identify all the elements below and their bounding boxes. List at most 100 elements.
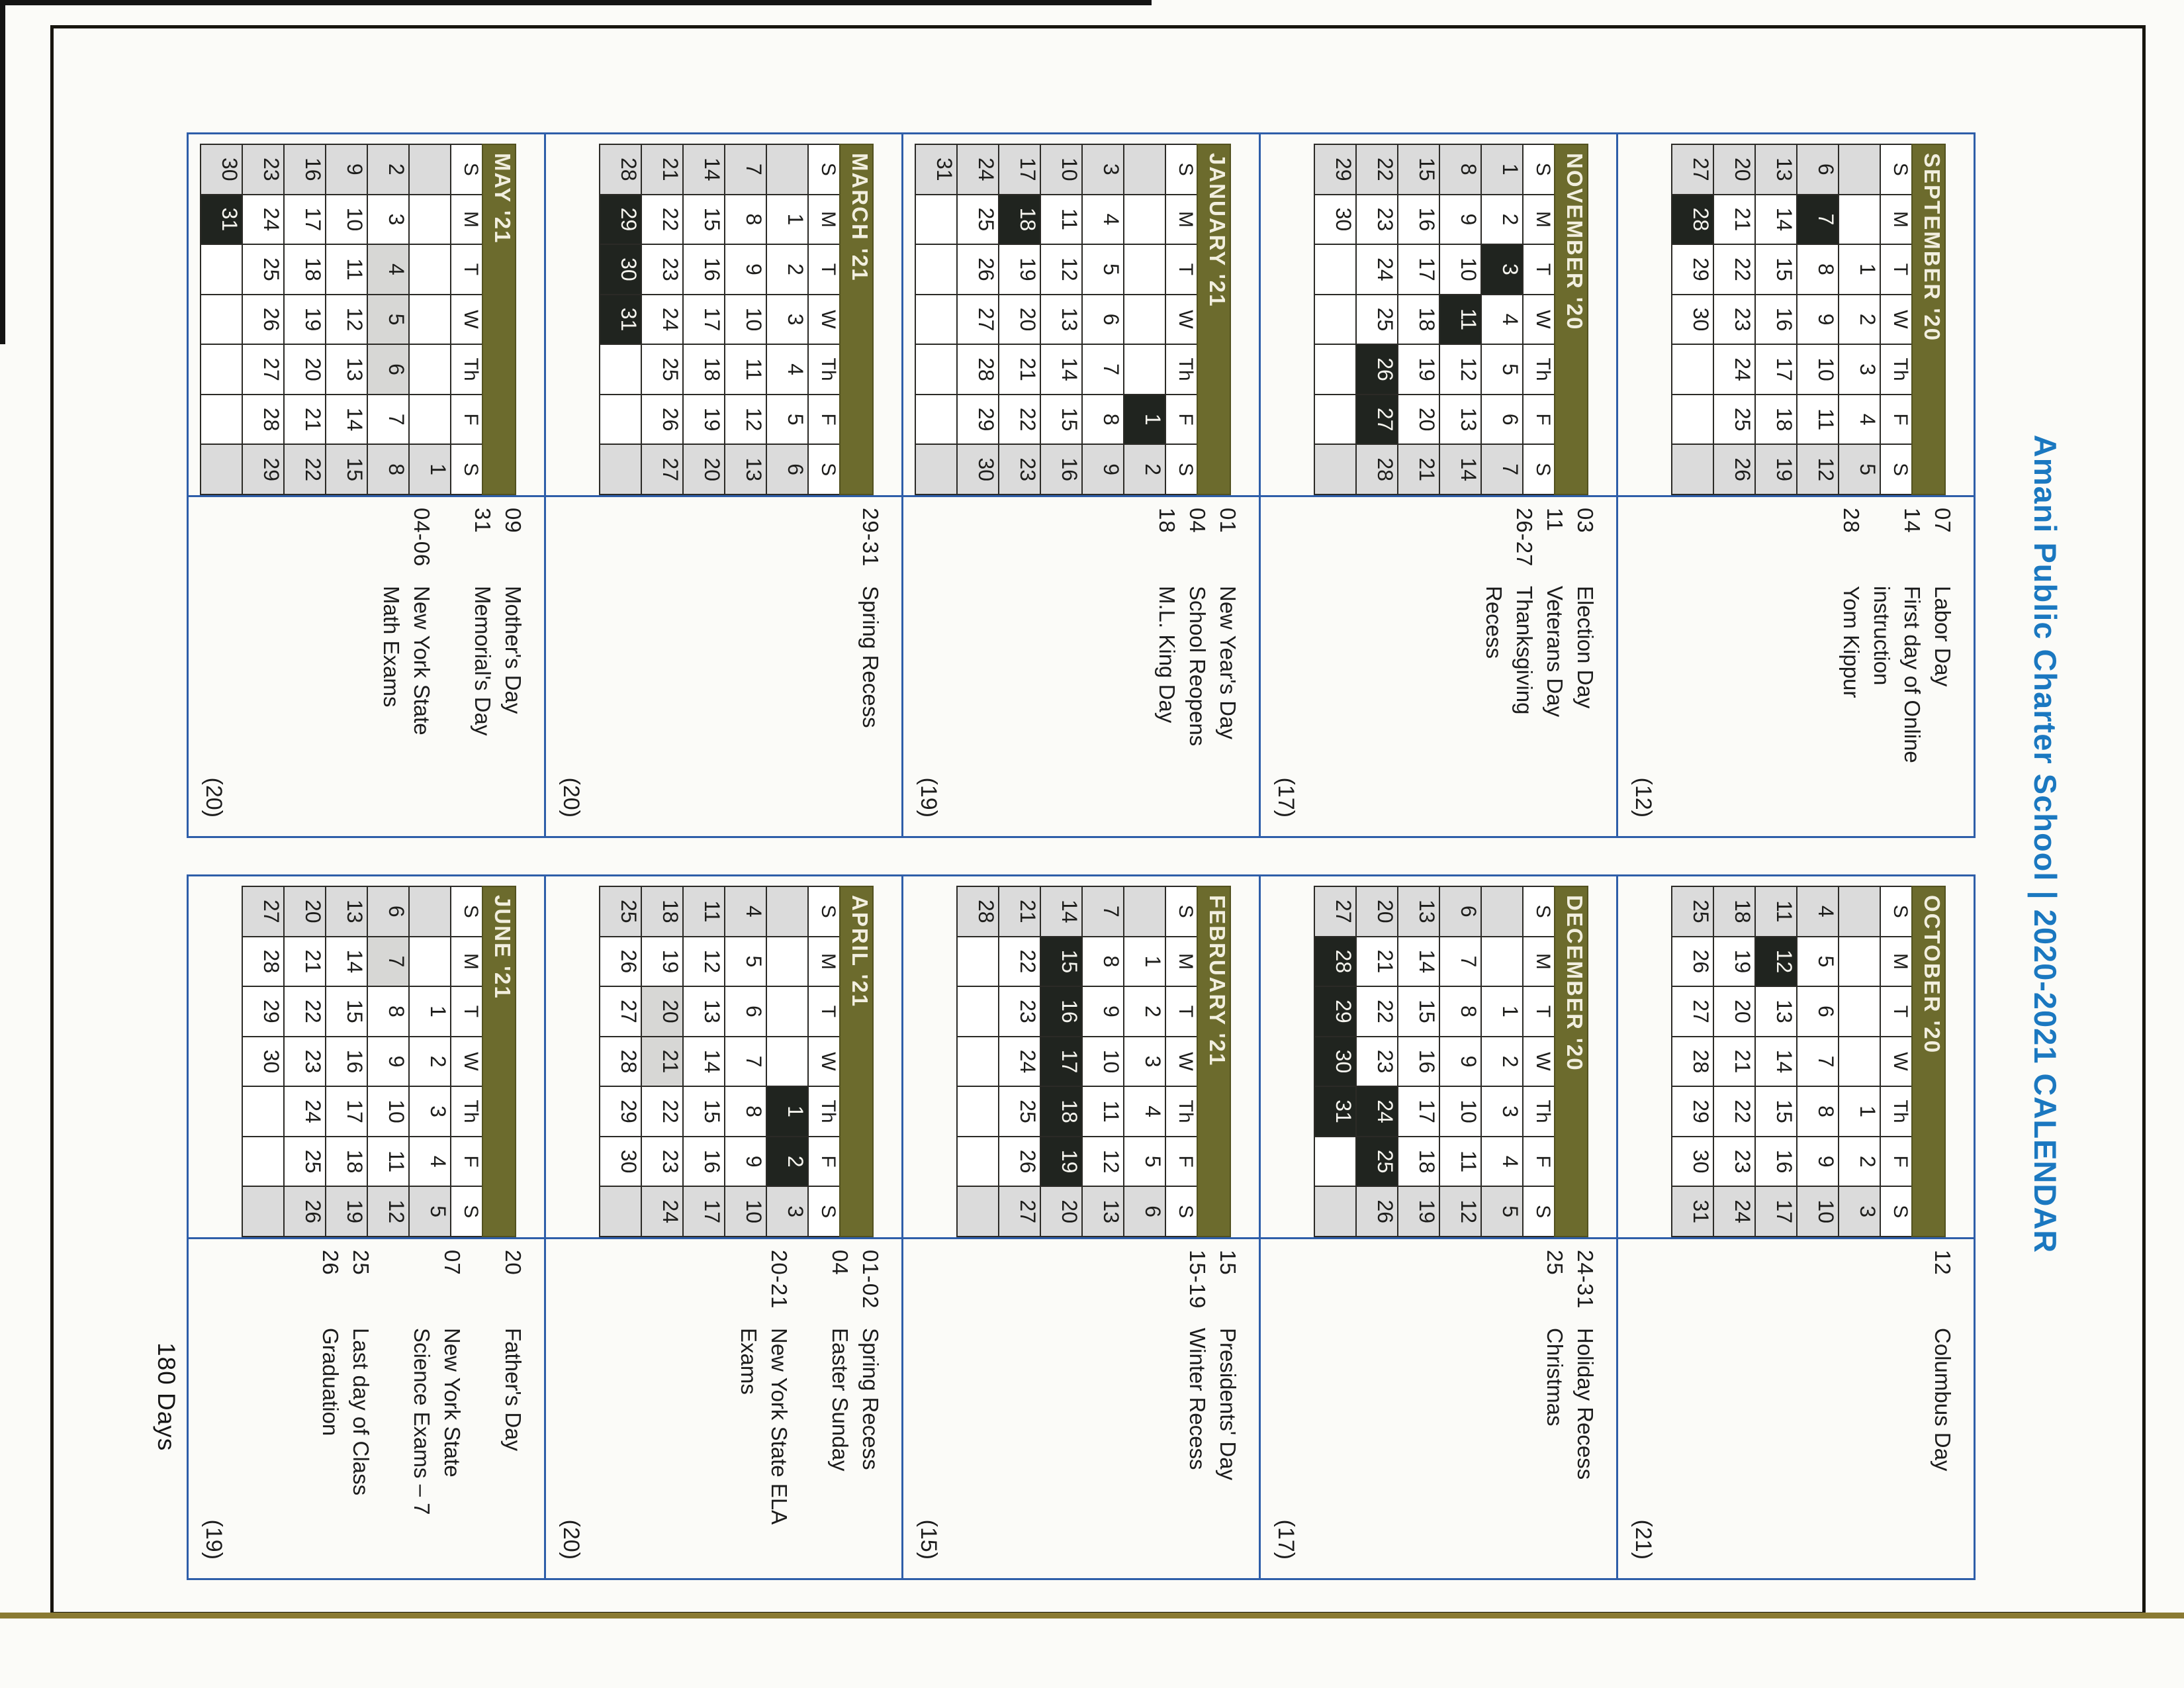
day-cell	[957, 1036, 999, 1087]
dow-label: M	[451, 194, 482, 245]
day-cell: 10	[725, 1186, 766, 1237]
day-cell: 23	[1713, 1136, 1755, 1187]
dow-label: S	[1165, 444, 1197, 494]
day-cell: 4	[1124, 1086, 1165, 1137]
day-cell: 30	[1314, 194, 1356, 245]
event-date: 15	[1216, 1250, 1240, 1276]
day-cell: 23	[999, 444, 1040, 494]
day-cell: 26	[242, 294, 284, 345]
day-cell: 28	[957, 886, 999, 937]
day-cell: 13	[683, 986, 725, 1037]
day-cell	[1481, 936, 1523, 987]
day-cell: 19	[641, 936, 683, 987]
event-label: New York State Math Exams	[379, 586, 434, 735]
event-row: 24-31 Holiday Recess	[1570, 1250, 1600, 1578]
day-cell: 17	[683, 1186, 725, 1237]
day-cell	[409, 886, 451, 937]
day-cell: 16	[683, 244, 725, 295]
week-row: 11 12 13 14 15 16 17	[1755, 886, 1797, 1237]
day-cell	[1672, 344, 1713, 395]
day-cell: 21	[1713, 194, 1755, 245]
dow-label: W	[1165, 1036, 1197, 1087]
events-cell-june-21: 20 Father's Day 07 New York State Science E…	[187, 1238, 545, 1579]
dow-label: Th	[1165, 1086, 1197, 1137]
event-label: Holiday Recess	[1573, 1328, 1598, 1480]
day-cell: 11	[1439, 294, 1481, 345]
day-cell: 1	[409, 986, 451, 1037]
month-block-october-20: OCTOBER '20 S M T W Th F S 1 2 3 4 5 6 7 8 9 10 11 12 13 14 15…	[1617, 875, 1975, 1579]
day-cell: 28	[957, 344, 999, 395]
day-cell: 27	[957, 294, 999, 345]
day-cell: 6	[766, 444, 808, 494]
day-cell: 10	[367, 1086, 409, 1137]
month-banner-may-21: MAY '21	[482, 144, 516, 494]
day-cell	[957, 936, 999, 987]
calendar-cell-june-21: JUNE '21 S M T W Th F S 1 2 3 4 5 6 7 8 9 10 11 12 13 14 15 16 1…	[187, 875, 545, 1239]
school-day-count: (20)	[201, 777, 226, 818]
day-cell: 7	[367, 936, 409, 987]
day-cell: 11	[1797, 394, 1839, 445]
day-cell: 24	[1713, 1186, 1755, 1237]
day-cell: 6	[1481, 394, 1523, 445]
day-cell	[915, 194, 957, 245]
school-day-count: (19)	[916, 777, 941, 818]
day-cell: 6	[367, 886, 409, 937]
day-cell: 7	[367, 394, 409, 445]
event-list: 24-31 Holiday Recess 25 Christmas	[1539, 1239, 1616, 1578]
day-cell: 28	[1356, 444, 1398, 494]
day-cell: 4	[367, 244, 409, 295]
day-cell: 11	[1755, 886, 1797, 937]
day-cell: 11	[725, 344, 766, 395]
dow-label: W	[808, 1036, 840, 1087]
day-cell: 21	[999, 886, 1040, 937]
events-cell-april-21: 01-02 Spring Recess 04 Easter Sunday 20-21 Ne…	[545, 1238, 903, 1579]
day-cell: 2	[766, 1136, 808, 1187]
dow-label: M	[808, 194, 840, 245]
day-cell	[1839, 886, 1880, 937]
day-cell: 19	[284, 294, 326, 345]
day-cell: 21	[1356, 936, 1398, 987]
dow-label: F	[1523, 1136, 1555, 1187]
week-row: 25 26 27 28 29 30 31	[1672, 886, 1713, 1237]
event-list: 20 Father's Day 07 New York State Science E…	[315, 1239, 544, 1578]
dow-label: T	[1165, 986, 1197, 1037]
event-row: 25 Last day of Class	[345, 1250, 376, 1578]
day-cell: 25	[1713, 394, 1755, 445]
day-cell: 1	[1481, 986, 1523, 1037]
day-cell	[409, 936, 451, 987]
day-cell: 17	[1755, 1186, 1797, 1237]
month-banner-october-20: OCTOBER '20	[1912, 886, 1945, 1237]
day-cell: 29	[600, 194, 641, 245]
day-cell: 27	[1314, 886, 1356, 937]
day-cell: 8	[1439, 986, 1481, 1037]
day-cell: 8	[725, 194, 766, 245]
day-cell: 4	[1797, 886, 1839, 937]
event-label: New Year's Day	[1216, 586, 1240, 739]
events-area-june-21: 20 Father's Day 07 New York State Science E…	[189, 1239, 544, 1578]
day-cell: 25	[242, 244, 284, 295]
day-cell: 5	[1481, 344, 1523, 395]
day-cell: 27	[1356, 394, 1398, 445]
day-cell: 9	[1797, 294, 1839, 345]
dow-label: F	[1880, 1136, 1912, 1187]
day-cell: 17	[1398, 1086, 1439, 1137]
dow-label: T	[808, 244, 840, 295]
day-cell: 3	[766, 294, 808, 345]
dow-label: S	[808, 444, 840, 494]
event-row: 28 Yom Kippur	[1836, 508, 1866, 836]
day-cell	[957, 1086, 999, 1137]
day-cell: 12	[1755, 936, 1797, 987]
day-cell: 9	[367, 1036, 409, 1087]
day-cell: 22	[999, 394, 1040, 445]
dow-label: S	[808, 144, 840, 195]
day-cell: 3	[766, 1186, 808, 1237]
event-row: 15-19 Winter Recess	[1182, 1250, 1212, 1578]
day-cell	[1672, 394, 1713, 445]
month-banner-september-20: SEPTEMBER '20	[1912, 144, 1945, 494]
calendar-cell-november-20: NOVEMBER '20 S M T W Th F S 1 2 3 4 5 6 7 8 9 10 11 12 13 14 1…	[1259, 133, 1617, 496]
calendar-cell-april-21: APRIL '21 S M T W Th F S 1 2 3 4 5 6 7 8 9 10 11 12 13 14 15 16…	[545, 875, 903, 1239]
day-cell: 14	[683, 144, 725, 195]
week-row: 17 18 19 20 21 22 23	[999, 144, 1040, 494]
day-cell	[915, 344, 957, 395]
